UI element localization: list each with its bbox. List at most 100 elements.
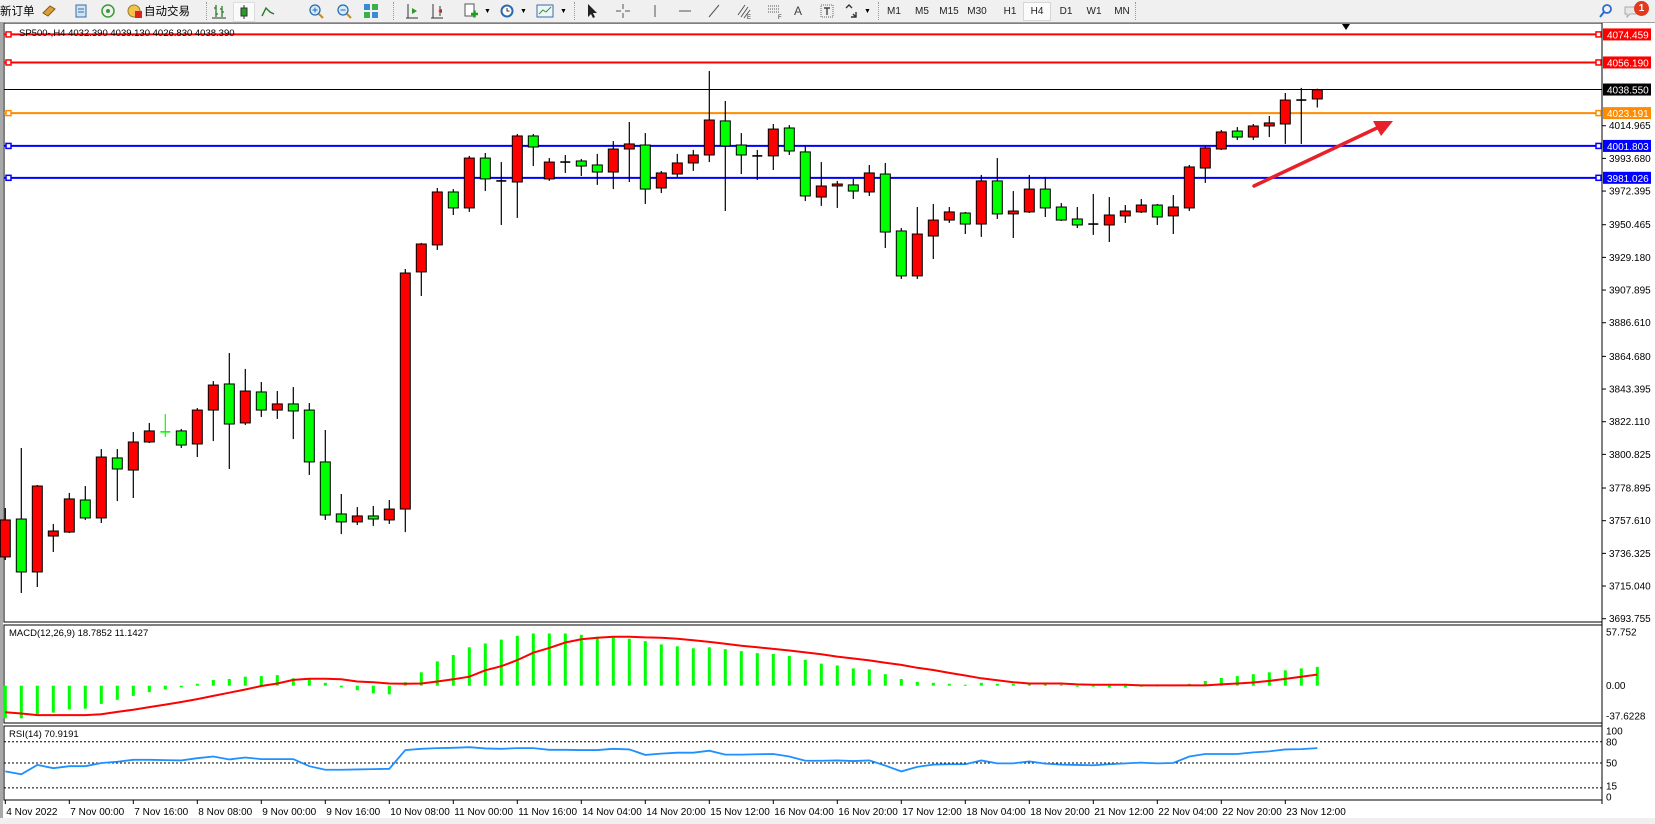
- candle-body: [927, 219, 939, 237]
- candle: [815, 162, 827, 206]
- arrows-dropdown-icon[interactable]: ▼: [864, 8, 871, 15]
- timeframe-d1[interactable]: D1: [1059, 6, 1073, 17]
- macd-tick-label: 57.752: [1606, 628, 1637, 639]
- candle-body: [639, 144, 651, 190]
- periods-clock-icon[interactable]: [498, 2, 516, 20]
- timeframe-m30[interactable]: M30: [967, 6, 987, 17]
- level-handle-right[interactable]: [1595, 174, 1602, 182]
- zoom-in-icon[interactable]: [307, 2, 325, 20]
- candle-body: [655, 172, 667, 189]
- level-handle-right[interactable]: [1595, 31, 1602, 38]
- level-handle-right[interactable]: [1595, 59, 1602, 66]
- candle: [31, 484, 43, 588]
- templates-dropdown-icon[interactable]: ▼: [560, 8, 567, 15]
- new-order-label: 新订单: [0, 4, 35, 18]
- macd-bar: [659, 644, 663, 686]
- gold-bars-icon[interactable]: [40, 2, 58, 20]
- price-tick-label: 3950.465: [1609, 220, 1651, 231]
- candle: [959, 211, 971, 235]
- candle: [303, 402, 315, 475]
- horizontal-line-icon[interactable]: [676, 2, 694, 20]
- candlestick-icon[interactable]: [233, 2, 255, 22]
- bar-chart-icon[interactable]: [210, 2, 228, 20]
- macd-bar: [787, 655, 791, 686]
- text-label-icon[interactable]: [818, 2, 836, 20]
- timeframe-m1[interactable]: M1: [887, 6, 901, 17]
- candle-body: [0, 519, 11, 558]
- search-icon[interactable]: [1597, 2, 1615, 20]
- trend-arrow-annotation[interactable]: [1252, 121, 1393, 188]
- candle-body: [671, 162, 683, 175]
- candle-body: [975, 180, 987, 225]
- auto-scroll-icon[interactable]: [403, 2, 421, 20]
- timeframe-mn[interactable]: MN: [1114, 6, 1130, 17]
- candle-body: [399, 272, 411, 510]
- timeframe-h4[interactable]: H4: [1023, 2, 1051, 21]
- notification-badge: 1: [1634, 1, 1649, 16]
- candle-body: [335, 513, 347, 523]
- level-handle-left[interactable]: [5, 109, 12, 117]
- candles: [0, 71, 1323, 593]
- level-handle-left[interactable]: [5, 142, 12, 150]
- fibo-retracement-icon[interactable]: F: [766, 2, 784, 20]
- level-handle-left[interactable]: [5, 31, 12, 38]
- candle: [1039, 176, 1051, 217]
- macd-bar: [339, 685, 343, 688]
- price-tick-label: 3736.325: [1609, 549, 1651, 560]
- macd-bar: [259, 676, 263, 686]
- macd-bar: [163, 685, 167, 690]
- candle-body: [319, 461, 331, 516]
- candle: [1007, 191, 1019, 239]
- macd-bar: [371, 685, 375, 694]
- signals-icon[interactable]: [99, 2, 117, 20]
- macd-bar: [83, 685, 87, 709]
- candle: [431, 187, 443, 250]
- new-order-button[interactable]: 新订单: [0, 2, 35, 20]
- candle: [591, 153, 603, 185]
- candle-body: [735, 144, 747, 156]
- add-indicator-icon[interactable]: [462, 2, 480, 20]
- price-tick-label: 3886.610: [1609, 318, 1651, 329]
- tile-windows-icon[interactable]: [362, 2, 380, 20]
- candle: [160, 414, 171, 437]
- zoom-out-icon[interactable]: [335, 2, 353, 20]
- timeframe-m15[interactable]: M15: [939, 6, 959, 17]
- cursor-icon[interactable]: [583, 2, 601, 20]
- price-axis: 4014.965 3993.680 3972.395 3950.465 3929.180…: [1602, 28, 1651, 625]
- candle: [847, 178, 859, 200]
- templates-icon[interactable]: [535, 2, 555, 20]
- candle-body: [783, 127, 795, 152]
- candle: [703, 71, 715, 163]
- level-handle-left[interactable]: [5, 174, 12, 182]
- timeframe-h1[interactable]: H1: [1003, 6, 1017, 17]
- fibo-channel-icon[interactable]: E: [735, 2, 753, 20]
- arrows-icon[interactable]: [842, 2, 860, 20]
- periods-dropdown-icon[interactable]: ▼: [520, 8, 527, 15]
- time-tick-label: 8 Nov 08:00: [198, 807, 252, 818]
- add-indicator-dropdown-icon[interactable]: ▼: [484, 8, 491, 15]
- time-tick-label: 11 Nov 00:00: [454, 807, 513, 818]
- chart-shift-marker[interactable]: [1342, 24, 1350, 30]
- level-handle-left[interactable]: [5, 59, 12, 66]
- chart-shift-icon[interactable]: [428, 2, 446, 20]
- bid-price-box: [1603, 83, 1651, 96]
- vertical-line-icon[interactable]: [646, 2, 664, 20]
- text-icon[interactable]: A: [793, 4, 802, 18]
- candle: [463, 155, 475, 212]
- macd-bar: [211, 679, 215, 686]
- candle-body: [895, 230, 907, 277]
- price-tick-label: 3800.825: [1609, 450, 1651, 461]
- candle-body: [63, 498, 75, 533]
- level-handle-right[interactable]: [1595, 142, 1602, 150]
- level-handle-right[interactable]: [1595, 109, 1602, 117]
- candle-body: [831, 183, 843, 187]
- timeframe-w1[interactable]: W1: [1086, 6, 1102, 17]
- timeframe-m5[interactable]: M5: [915, 6, 929, 17]
- auto-trading-button[interactable]: 自动交易: [126, 2, 190, 20]
- crosshair-icon[interactable]: [614, 2, 632, 20]
- market-watch-icon[interactable]: [72, 2, 90, 20]
- price-tick-label: 3929.180: [1609, 253, 1651, 264]
- line-chart-icon[interactable]: [259, 2, 277, 20]
- trendline-icon[interactable]: [705, 2, 723, 20]
